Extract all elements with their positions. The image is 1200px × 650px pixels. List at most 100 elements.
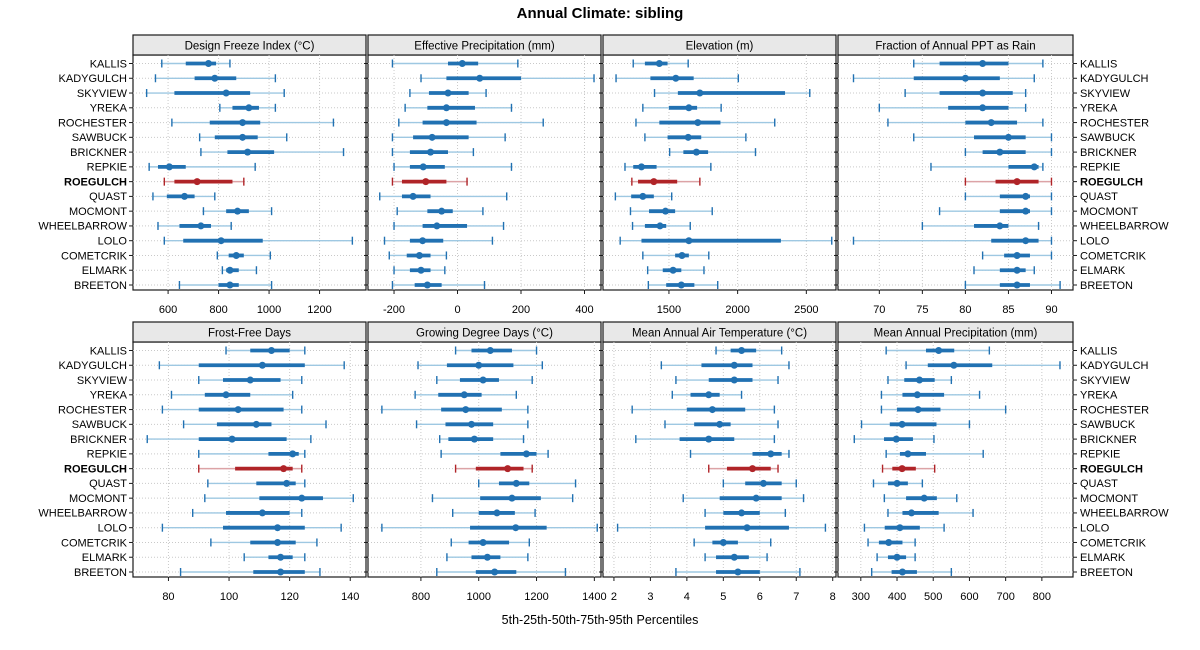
percentile-row-wheelbarrow: [191, 508, 303, 517]
percentile-row-repkie: [689, 449, 790, 458]
percentile-row-mocmont: [938, 207, 1053, 216]
x-tick-label: 0: [454, 304, 460, 316]
site-label: KALLIS: [90, 58, 127, 70]
median-dot: [423, 281, 431, 289]
panel-gridlines: 2 3 4 5 6 7 8: [599, 342, 840, 603]
percentile-row-quast: [872, 479, 924, 488]
site-label: COMETCRIK: [1080, 537, 1147, 549]
site-label: QUAST: [89, 478, 127, 490]
median-dot: [165, 163, 173, 171]
percentile-row-quast: [152, 192, 216, 201]
median-dot: [898, 465, 906, 473]
site-label: WHEELBARROW: [1080, 508, 1169, 520]
percentile-row-rochester: [161, 405, 303, 414]
percentile-row-yreka: [671, 390, 743, 399]
median-dot: [1022, 207, 1030, 215]
site-label: ROEGULCH: [1080, 176, 1143, 188]
median-dot: [656, 222, 664, 230]
x-tick-label: 800: [1033, 591, 1051, 603]
median-dot: [419, 237, 427, 245]
site-label: COMETCRIK: [61, 537, 128, 549]
panel-border: [132, 54, 367, 291]
panel-strip-label: Growing Degree Days (°C): [416, 328, 553, 340]
median-dot: [444, 89, 452, 97]
percentile-row-sawbuck: [198, 133, 288, 142]
panel-strip: [132, 321, 367, 343]
percentile-row-rochester: [171, 118, 335, 127]
percentile-row-quast: [964, 192, 1053, 201]
percentile-row-mocmont: [396, 207, 484, 216]
site-label: QUAST: [1080, 191, 1118, 203]
percentile-row-skyview: [904, 89, 1027, 98]
panel-strip: [837, 34, 1074, 56]
percentile-row-elmark: [393, 266, 446, 275]
x-tick-label: 90: [1045, 304, 1057, 316]
median-dot: [752, 494, 760, 502]
percentile-row-mocmont: [204, 494, 354, 503]
median-dot: [1030, 163, 1038, 171]
percentile-row-elmark: [243, 553, 306, 562]
site-label: MOCMONT: [69, 206, 127, 218]
panel-frost-free-days: Frost-Free Days 80 100 120 140: [129, 321, 370, 603]
site-label: BREETON: [1080, 280, 1133, 292]
percentile-row-kadygulch: [660, 361, 790, 370]
median-dot: [239, 133, 247, 141]
percentile-row-skyview: [409, 89, 487, 98]
percentile-row-wheelbarrow: [887, 508, 974, 517]
percentile-row-cometcrik: [210, 538, 318, 547]
x-tick-label: 85: [1002, 304, 1014, 316]
x-tick-label: 3: [647, 591, 653, 603]
highlighted-percentile-row-roegulch: [631, 177, 701, 186]
x-tick-label: 200: [512, 304, 530, 316]
site-label: QUAST: [1080, 478, 1118, 490]
site-label: REPKIE: [1080, 162, 1120, 174]
median-dot: [479, 538, 487, 546]
site-label: YREKA: [1080, 390, 1118, 402]
percentile-row-kallis: [632, 59, 689, 68]
site-label: ROCHESTER: [1080, 404, 1149, 416]
percentile-row-elmark: [446, 553, 529, 562]
percentile-row-skyview: [436, 376, 533, 385]
percentile-row-rochester: [631, 405, 776, 414]
median-dot: [180, 192, 188, 200]
percentile-row-wheelbarrow: [704, 508, 787, 517]
median-dot: [898, 568, 906, 576]
percentile-row-quast: [478, 479, 577, 488]
site-label: REPKIE: [1080, 449, 1120, 461]
panel-design-freeze-index-c: Design Freeze Index (°C) 600 800 1000 1200: [129, 34, 370, 316]
percentile-row-breeton: [179, 568, 321, 576]
percentile-row-wheelbarrow: [393, 221, 505, 230]
percentile-row-lolo: [619, 236, 833, 245]
site-label: WHEELBARROW: [38, 508, 127, 520]
percentile-row-rochester: [381, 405, 529, 414]
panel-strip: [132, 34, 367, 56]
percentile-row-kadygulch: [158, 361, 345, 370]
site-label: YREKA: [90, 390, 128, 402]
median-dot: [258, 509, 266, 517]
x-tick-label: 300: [852, 591, 870, 603]
x-tick-label: 1200: [307, 304, 331, 316]
x-tick-label: 1500: [657, 304, 681, 316]
site-label: COMETCRIK: [1080, 250, 1147, 262]
median-dot: [244, 148, 252, 156]
x-tick-label: 400: [575, 304, 593, 316]
median-dot: [748, 465, 756, 473]
x-tick-label: 700: [996, 591, 1014, 603]
percentile-row-breeton: [675, 568, 801, 576]
median-dot: [245, 104, 253, 112]
percentile-row-sawbuck: [664, 420, 779, 429]
percentile-row-brickner: [964, 148, 1053, 157]
percentile-row-elmark: [704, 553, 768, 562]
median-dot: [730, 376, 738, 384]
panel-strip-label: Frost-Free Days: [208, 328, 291, 340]
site-label: SKYVIEW: [77, 88, 128, 100]
median-dot: [915, 376, 923, 384]
percentile-row-breeton: [391, 281, 486, 289]
site-label: LOLO: [98, 236, 128, 248]
x-tick-label: 500: [924, 591, 942, 603]
site-labels-right-row0: KALLIS KADYGULCH SKYVIEW YREKA ROCHESTER SAWB…: [1080, 58, 1169, 291]
median-dot: [419, 163, 427, 171]
x-tick-label: 140: [341, 591, 359, 603]
median-dot: [684, 133, 692, 141]
percentile-row-kallis: [391, 59, 519, 68]
